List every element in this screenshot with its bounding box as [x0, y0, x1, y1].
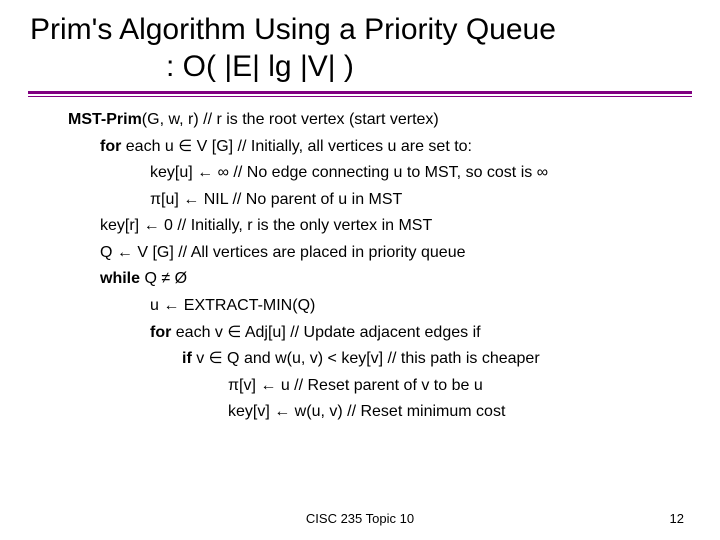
keyword-for: for — [150, 324, 171, 341]
code-line: if v ∈ Q and w(u, v) < key[v] // this pa… — [68, 346, 692, 373]
code-line: key[r] ← 0 // Initially, r is the only v… — [68, 213, 692, 240]
code-text: Q ← V [G] // All vertices are placed in … — [100, 244, 466, 261]
code-line: for each u ∈ V [G] // Initially, all ver… — [68, 134, 692, 161]
code-text: u ← EXTRACT-MIN(Q) — [150, 297, 315, 314]
code-text: π[u] ← NIL // No parent of u in MST — [150, 191, 402, 208]
keyword-for: for — [100, 138, 121, 155]
code-line: for each v ∈ Adj[u] // Update adjacent e… — [68, 320, 692, 347]
rule-thin — [28, 96, 692, 97]
code-line: π[v] ← u // Reset parent of v to be u — [68, 373, 692, 400]
code-text: (G, w, r) // r is the root vertex (start… — [142, 111, 439, 128]
title-line-2: : O( |E| lg |V| ) — [30, 50, 354, 83]
title-underline — [28, 91, 692, 97]
keyword-if: if — [182, 350, 192, 367]
code-text: key[u] ← ∞ // No edge connecting u to MS… — [150, 164, 548, 181]
keyword-mstprim: MST-Prim — [68, 111, 142, 128]
code-text: π[v] ← u // Reset parent of v to be u — [228, 377, 483, 394]
rule-thick — [28, 91, 692, 94]
pseudocode-block: MST-Prim(G, w, r) // r is the root verte… — [28, 107, 692, 426]
code-line: while Q ≠ Ø — [68, 266, 692, 293]
code-text: v ∈ Q and w(u, v) < key[v] // this path … — [192, 350, 540, 367]
slide-title: Prim's Algorithm Using a Priority Queue … — [28, 12, 692, 85]
page-number: 12 — [670, 511, 684, 526]
title-line-1: Prim's Algorithm Using a Priority Queue — [30, 13, 556, 46]
code-line: Q ← V [G] // All vertices are placed in … — [68, 240, 692, 267]
keyword-while: while — [100, 270, 140, 287]
footer-text: CISC 235 Topic 10 — [0, 511, 720, 526]
code-text: key[r] ← 0 // Initially, r is the only v… — [100, 217, 432, 234]
code-line: u ← EXTRACT-MIN(Q) — [68, 293, 692, 320]
code-line: π[u] ← NIL // No parent of u in MST — [68, 187, 692, 214]
code-line: key[v] ← w(u, v) // Reset minimum cost — [68, 399, 692, 426]
code-line: key[u] ← ∞ // No edge connecting u to MS… — [68, 160, 692, 187]
code-text: Q ≠ Ø — [140, 270, 187, 287]
code-text: each v ∈ Adj[u] // Update adjacent edges… — [171, 324, 480, 341]
code-line: MST-Prim(G, w, r) // r is the root verte… — [68, 107, 692, 134]
code-text: each u ∈ V [G] // Initially, all vertice… — [121, 138, 472, 155]
code-text: key[v] ← w(u, v) // Reset minimum cost — [228, 403, 505, 420]
